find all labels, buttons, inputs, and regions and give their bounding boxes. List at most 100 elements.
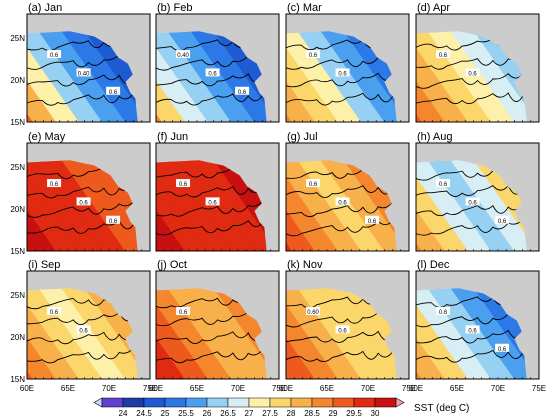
- colorbar-tick-label: 30: [371, 409, 380, 418]
- svg-text:0.6: 0.6: [309, 182, 318, 188]
- colorbar-bin: [227, 397, 250, 408]
- panel-label: (b) Feb: [157, 2, 192, 14]
- lon-tick-label: 75E: [272, 384, 286, 393]
- colorbar-bin: [164, 397, 187, 408]
- colorbar-tick-label: 27.5: [262, 409, 278, 418]
- svg-text:0.6: 0.6: [439, 182, 448, 188]
- lon-tick-label: 70E: [361, 384, 375, 393]
- contour-label: 0.6: [436, 307, 451, 316]
- lon-tick-label: 70E: [491, 384, 505, 393]
- lat-tick-label: 25N: [10, 34, 25, 43]
- svg-text:0.6: 0.6: [338, 328, 347, 334]
- contour-label: 0.6: [47, 179, 62, 188]
- sst-field: 0.60 0.6: [286, 288, 397, 379]
- colorbar-bin: [248, 397, 271, 408]
- contour-label: 0.6: [106, 215, 121, 225]
- panel-label: (e) May: [28, 131, 66, 143]
- contour-label: 0.6: [335, 68, 350, 77]
- panel-frame: [285, 13, 410, 123]
- svg-text:0.6: 0.6: [79, 200, 88, 206]
- map-panel-aug: 0.6 0.6 0.6 (h) Aug: [415, 131, 540, 252]
- contour-label: 0.6: [465, 325, 480, 334]
- map-panel-mar: 0.6 0.6 (c) Mar: [285, 2, 410, 123]
- colorbar-bin: [290, 397, 313, 408]
- panel-frame: [285, 142, 410, 252]
- svg-text:0.6: 0.6: [208, 200, 217, 206]
- colorbar-bin: [374, 397, 397, 408]
- lon-tick-label: 75E: [402, 384, 416, 393]
- sst-field: 0.6 0.6 0.6: [286, 160, 397, 251]
- colorbar-tick-label: 29.5: [346, 409, 362, 418]
- map-panel-nov: 0.60 0.6 (k) Nov 60E 65E 70E 75E: [279, 259, 416, 393]
- lat-tick-label: 20N: [10, 76, 25, 85]
- contour-label: 0.6: [47, 50, 62, 59]
- lat-tick-label: 20N: [10, 333, 25, 342]
- map-panel-jun: 0.6 0.6 (f) Jun: [155, 131, 280, 252]
- panel-label: (k) Nov: [287, 259, 323, 271]
- svg-text:0.6: 0.6: [498, 347, 507, 353]
- panel-frame: [155, 270, 280, 380]
- map-panel-oct: 0.6 (j) Oct 60E 65E 70E 75E: [149, 259, 286, 393]
- svg-text:0.40: 0.40: [177, 53, 189, 59]
- colorbar-tick-label: 26.5: [220, 409, 236, 418]
- colorbar-bin: [101, 397, 124, 408]
- colorbar-low-arrow: [93, 397, 103, 408]
- sst-field: 0.40 0.6 0.6: [156, 31, 267, 122]
- lon-tick-label: 60E: [279, 384, 293, 393]
- colorbar-tick-label: 24: [119, 409, 128, 418]
- lon-tick-label: 75E: [532, 384, 546, 393]
- contour-label: 0.6: [335, 325, 350, 334]
- colorbar-high-arrow: [395, 397, 405, 408]
- panel-frame: [155, 142, 280, 252]
- lon-tick-label: 65E: [320, 384, 334, 393]
- contour-label: 0.60: [306, 307, 321, 316]
- colorbar-tick-label: 27: [245, 409, 254, 418]
- contour-label: 0.6: [176, 179, 191, 188]
- lat-tick-label: 15N: [10, 247, 25, 256]
- lon-tick-label: 65E: [61, 384, 75, 393]
- svg-text:0.6: 0.6: [439, 53, 448, 59]
- lon-tick-label: 70E: [231, 384, 245, 393]
- panel-frame: [415, 142, 540, 252]
- contour-label: 0.6: [106, 86, 121, 96]
- map-panel-dec: 0.6 0.6 0.6 (l) Dec 60E 65E 70E 75E: [409, 259, 546, 393]
- lon-tick-label: 60E: [20, 384, 34, 393]
- map-panel-may: 0.6 0.6 0.6 (e) May 25N 20N 15N: [10, 131, 151, 256]
- map-panel-feb: 0.40 0.6 0.6 (b) Feb: [155, 2, 280, 123]
- colorbar-title: SST (deg C): [414, 403, 469, 414]
- colorbar-bin: [122, 397, 145, 408]
- svg-text:0.6: 0.6: [309, 53, 318, 59]
- contour-label: 0.6: [436, 50, 451, 59]
- svg-text:0.6: 0.6: [179, 310, 188, 316]
- colorbar-tick-label: 26: [203, 409, 212, 418]
- lon-tick-label: 65E: [190, 384, 204, 393]
- colorbar-tick-label: 25.5: [178, 409, 194, 418]
- panel-label: (d) Apr: [417, 2, 450, 14]
- lon-tick-label: 70E: [102, 384, 116, 393]
- svg-text:0.6: 0.6: [498, 219, 507, 225]
- panel-label: (l) Dec: [417, 259, 450, 271]
- sst-field: 0.6 0.6: [156, 160, 267, 251]
- colorbar-tick-label: 25: [161, 409, 170, 418]
- svg-text:0.6: 0.6: [208, 71, 217, 77]
- svg-text:0.6: 0.6: [439, 310, 448, 316]
- contour-label: 0.6: [306, 179, 321, 188]
- contour-label: 0.6: [495, 215, 510, 225]
- panel-frame: [415, 270, 540, 380]
- lat-tick-label: 15N: [10, 375, 25, 384]
- contour-label: 0.6: [47, 307, 62, 316]
- contour-label: 0.40: [176, 50, 191, 59]
- panel-label: (j) Oct: [157, 259, 187, 271]
- lon-tick-label: 60E: [149, 384, 163, 393]
- contour-label: 0.6: [465, 197, 480, 206]
- svg-text:0.6: 0.6: [109, 90, 118, 96]
- sst-field: 0.6 0.6 0.6: [416, 288, 527, 379]
- contour-label: 0.6: [495, 343, 510, 353]
- svg-text:0.6: 0.6: [50, 53, 59, 59]
- panel-label: (g) Jul: [287, 131, 318, 143]
- panel-frame: [285, 270, 410, 380]
- contour-label: 0.40: [76, 68, 91, 77]
- panel-label: (a) Jan: [28, 2, 62, 14]
- panel-label: (i) Sep: [28, 259, 60, 271]
